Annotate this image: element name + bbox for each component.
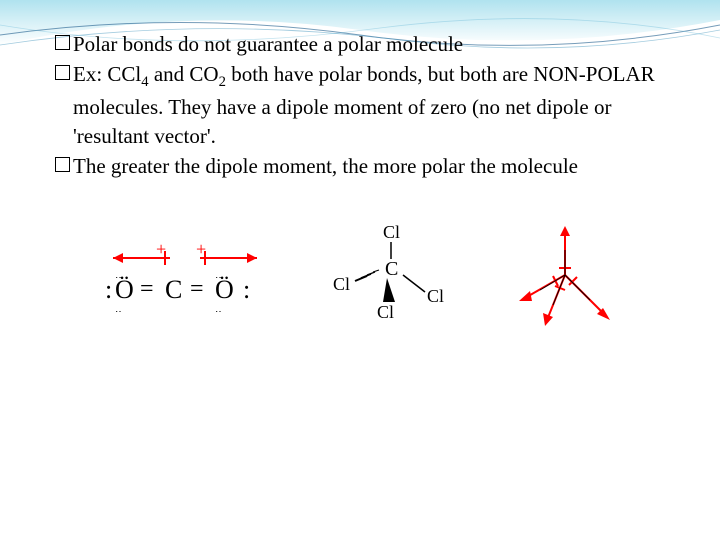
svg-text::: : xyxy=(243,275,250,304)
svg-text:=: = xyxy=(190,276,204,302)
svg-text:=: = xyxy=(140,276,154,302)
svg-text:Cl: Cl xyxy=(333,274,350,294)
bullet-item-2: Ex: CCl4 and CO2 both have polar bonds, … xyxy=(55,60,665,150)
svg-text:Cl: Cl xyxy=(377,302,394,322)
bullet-box-icon xyxy=(55,35,70,50)
vector-diagram xyxy=(505,220,625,345)
svg-text:‥: ‥ xyxy=(215,270,224,281)
svg-text:‥: ‥ xyxy=(115,304,124,315)
slide-content: Polar bonds do not guarantee a polar mol… xyxy=(0,0,720,345)
bullet-box-icon xyxy=(55,157,70,172)
svg-text:Cl: Cl xyxy=(427,286,444,306)
plus-label: + xyxy=(156,240,166,259)
chemistry-diagrams: + + : Ö ‥ ‥ = C = Ö ‥ ‥ : C xyxy=(55,220,665,345)
svg-text:‥: ‥ xyxy=(115,270,124,281)
svg-text::: : xyxy=(105,275,112,304)
plus-label: + xyxy=(196,240,206,259)
svg-text:Cl: Cl xyxy=(383,222,400,242)
co2-diagram: + + : Ö ‥ ‥ = C = Ö ‥ ‥ : xyxy=(95,240,275,325)
svg-text:‥: ‥ xyxy=(215,304,224,315)
center-atom: C xyxy=(385,258,398,280)
svg-text:C: C xyxy=(165,275,182,304)
bullet-text-2: Ex: CCl4 and CO2 both have polar bonds, … xyxy=(73,60,665,150)
bullet-text-3: The greater the dipole moment, the more … xyxy=(73,152,665,180)
bullet-item-1: Polar bonds do not guarantee a polar mol… xyxy=(55,30,665,58)
ccl4-diagram: C Cl Cl Cl Cl xyxy=(315,220,465,345)
bullet-box-icon xyxy=(55,65,70,80)
bullet-item-3: The greater the dipole moment, the more … xyxy=(55,152,665,180)
bullet-text-1: Polar bonds do not guarantee a polar mol… xyxy=(73,30,665,58)
